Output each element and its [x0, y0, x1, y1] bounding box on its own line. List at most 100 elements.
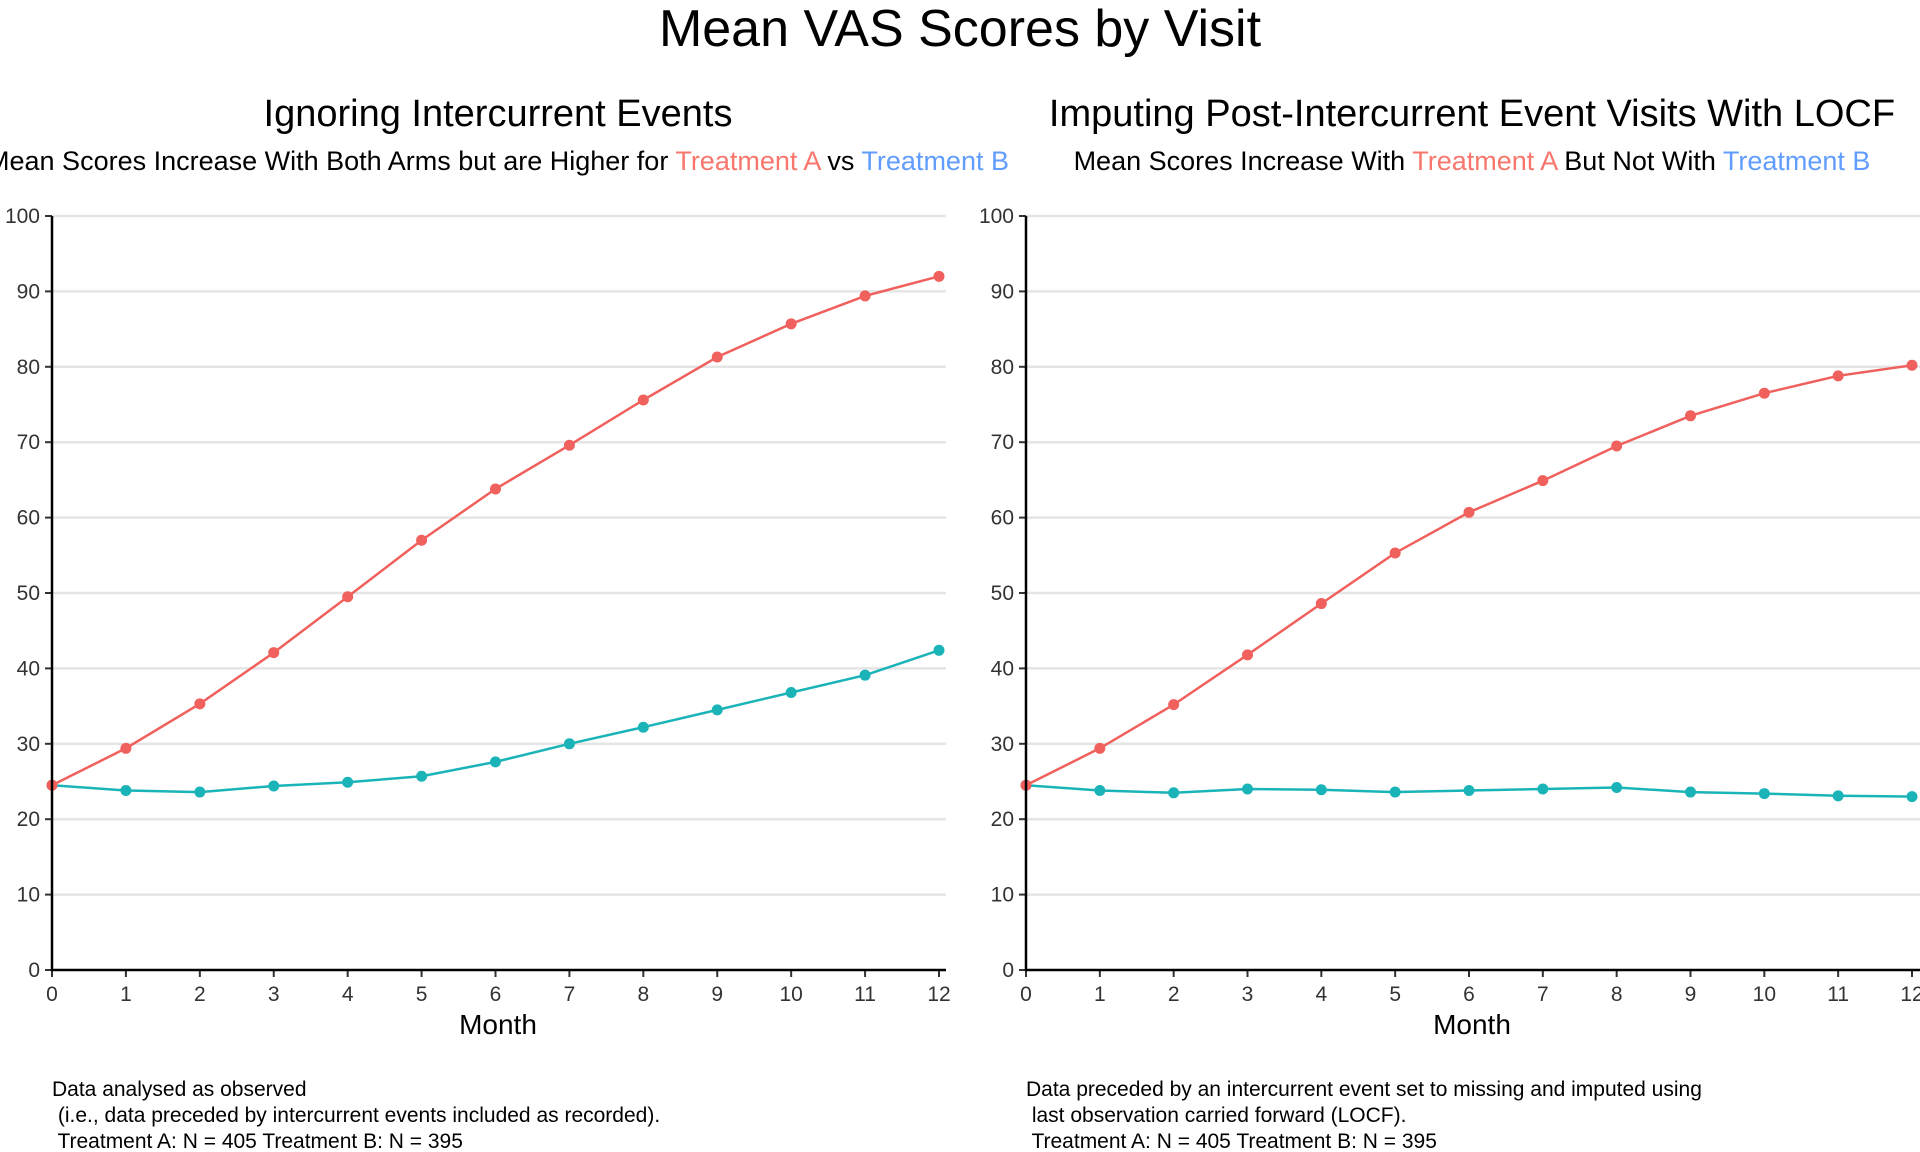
y-tick-label: 80	[17, 356, 40, 379]
x-tick-labels: 0 1 2 3 4 5 6 7 8 9 10 11 12	[1020, 983, 1920, 1006]
x-tick-label: 2	[194, 983, 206, 1006]
data-point-treatment-a	[785, 318, 797, 330]
y-tick-label: 40	[991, 657, 1014, 680]
data-point-treatment-a	[1611, 440, 1623, 452]
main-title: Mean VAS Scores by Visit	[659, 0, 1262, 58]
data-point-treatment-a	[1832, 370, 1844, 382]
x-tick-label: 3	[1242, 983, 1254, 1006]
x-tick-label: 0	[1020, 983, 1032, 1006]
caption-line-1: Data analysed as observed	[52, 1078, 307, 1101]
y-tick-label: 0	[1002, 959, 1014, 982]
axes	[1019, 215, 1920, 977]
data-point-treatment-b	[859, 669, 871, 681]
data-point-treatment-a	[1758, 387, 1770, 399]
subtitle-prefix: Mean Scores Increase With	[1074, 146, 1413, 176]
y-tick-label: 100	[979, 205, 1014, 228]
caption-line-2: last observation carried forward (LOCF).	[1026, 1104, 1406, 1127]
x-tick-label: 1	[1094, 983, 1106, 1006]
panel-title: Imputing Post-Intercurrent Event Visits …	[1049, 93, 1895, 135]
data-point-treatment-a	[1168, 699, 1180, 711]
y-tick-labels: 0 10 20 30 40 50 60 70 80 90 100	[979, 205, 1014, 982]
x-tick-label: 2	[1168, 983, 1180, 1006]
y-tick-label: 80	[991, 356, 1014, 379]
data-point-treatment-b	[194, 786, 206, 798]
x-tick-label: 12	[927, 983, 950, 1006]
x-tick-label: 5	[416, 983, 428, 1006]
x-tick-label: 10	[779, 983, 802, 1006]
data-point-treatment-a	[1389, 547, 1401, 559]
y-tick-label: 90	[17, 280, 40, 303]
x-axis-label: Month	[459, 1009, 537, 1040]
y-tick-label: 30	[991, 733, 1014, 756]
subtitle-treatment-a: Treatment A	[1412, 146, 1558, 176]
data-point-treatment-b	[1906, 791, 1918, 803]
subtitle-middle: vs	[820, 146, 862, 176]
data-point-treatment-b	[1315, 784, 1327, 796]
x-tick-label: 11	[1827, 983, 1849, 1006]
data-point-treatment-a	[563, 439, 575, 451]
data-point-treatment-a	[711, 351, 723, 363]
subtitle-treatment-b: Treatment B	[861, 146, 1009, 176]
x-tick-label: 6	[490, 983, 502, 1006]
x-tick-label: 4	[342, 983, 354, 1006]
data-point-treatment-a	[859, 290, 871, 302]
data-point-treatment-a	[490, 483, 501, 495]
data-point-treatment-a	[1094, 742, 1106, 754]
data-point-treatment-a	[268, 647, 280, 659]
y-tick-labels: 0 10 20 30 40 50 60 70 80 90 100	[5, 205, 40, 982]
data-point-treatment-a	[1315, 598, 1327, 610]
data-point-treatment-b	[1242, 783, 1253, 795]
data-point-treatment-b	[711, 704, 723, 716]
data-point-treatment-a	[637, 394, 649, 406]
data-point-treatment-a	[194, 698, 206, 710]
y-tick-label: 10	[991, 884, 1014, 907]
data-point-treatment-b	[120, 785, 132, 797]
gridlines	[1026, 214, 1920, 896]
series-line-treatment-a	[1025, 364, 1913, 787]
y-tick-label: 20	[991, 808, 1014, 831]
data-point-treatment-a	[1906, 359, 1918, 371]
data-point-treatment-b	[1168, 787, 1180, 799]
subtitle-treatment-b: Treatment B	[1723, 146, 1871, 176]
panel-subtitle: Mean Scores Increase With Both Arms but …	[0, 146, 1009, 176]
series-line-treatment-a	[51, 275, 940, 787]
x-tick-label: 11	[854, 983, 876, 1006]
subtitle-middle: But Not With	[1557, 146, 1723, 176]
x-tick-label: 7	[564, 983, 576, 1006]
gridlines	[52, 214, 946, 896]
y-tick-label: 90	[991, 280, 1014, 303]
x-tick-label: 3	[268, 983, 280, 1006]
caption-line-1: Data preceded by an intercurrent event s…	[1026, 1078, 1702, 1101]
y-tick-label: 20	[17, 808, 40, 831]
panel-title: Ignoring Intercurrent Events	[264, 93, 733, 135]
y-tick-label: 60	[17, 507, 40, 530]
subtitle-prefix: Mean Scores Increase With Both Arms but …	[0, 146, 675, 176]
x-tick-labels: 0 1 2 3 4 5 6 7 8 9 10 11 12	[46, 983, 951, 1006]
x-tick-label: 4	[1315, 983, 1327, 1006]
y-tick-label: 100	[5, 205, 40, 228]
y-tick-label: 10	[17, 884, 40, 907]
data-point-treatment-b	[1537, 783, 1549, 795]
series-treatment-a	[1020, 359, 1918, 791]
y-tick-label: 40	[17, 657, 40, 680]
data-point-treatment-b	[1685, 786, 1696, 798]
axes	[45, 215, 946, 977]
y-tick-label: 50	[991, 582, 1014, 605]
x-tick-label: 0	[46, 983, 58, 1006]
subtitle-treatment-a: Treatment A	[675, 146, 821, 176]
y-tick-label: 50	[17, 582, 40, 605]
data-point-treatment-b	[1611, 782, 1623, 794]
series-line-treatment-b	[51, 649, 940, 794]
data-point-treatment-a	[1463, 506, 1475, 518]
data-point-treatment-b	[563, 738, 575, 750]
data-point-treatment-b	[1758, 788, 1770, 800]
data-point-treatment-a	[342, 591, 354, 603]
series-treatment-a	[46, 270, 945, 791]
panel-ignoring-intercurrent-events: Ignoring Intercurrent Events Mean Scores…	[0, 93, 1009, 1152]
x-tick-label: 7	[1537, 983, 1549, 1006]
caption-line-3: Treatment A: N = 405 Treatment B: N = 39…	[1026, 1130, 1437, 1152]
data-point-treatment-a	[1685, 410, 1696, 422]
data-point-treatment-a	[1537, 475, 1549, 487]
data-point-treatment-b	[785, 687, 797, 699]
